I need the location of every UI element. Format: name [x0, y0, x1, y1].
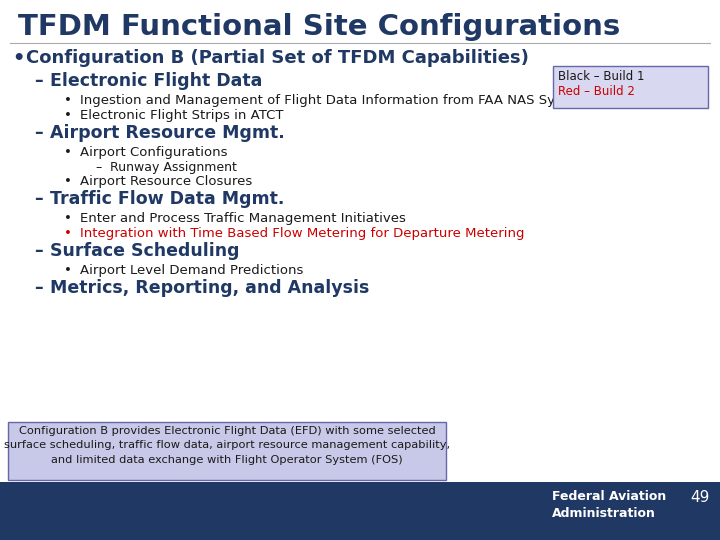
- Text: Surface Scheduling: Surface Scheduling: [50, 242, 240, 260]
- Text: Traffic Flow Data Mgmt.: Traffic Flow Data Mgmt.: [50, 190, 284, 208]
- Text: •: •: [64, 146, 72, 159]
- Text: –: –: [95, 161, 102, 174]
- Text: •: •: [64, 212, 72, 225]
- Text: –: –: [34, 279, 42, 297]
- Text: •: •: [64, 264, 72, 277]
- Text: Electronic Flight Data: Electronic Flight Data: [50, 72, 262, 90]
- Text: Airport Resource Mgmt.: Airport Resource Mgmt.: [50, 124, 284, 142]
- Text: Configuration B provides Electronic Flight Data (EFD) with some selected
surface: Configuration B provides Electronic Flig…: [4, 426, 450, 465]
- Text: 49: 49: [690, 490, 710, 505]
- FancyBboxPatch shape: [553, 66, 708, 108]
- Text: Red – Build 2: Red – Build 2: [558, 85, 635, 98]
- Text: –: –: [34, 190, 42, 208]
- Text: –: –: [34, 124, 42, 142]
- Text: Runway Assignment: Runway Assignment: [110, 161, 237, 174]
- Text: Enter and Process Traffic Management Initiatives: Enter and Process Traffic Management Ini…: [80, 212, 406, 225]
- Text: TFDM Functional Site Configurations: TFDM Functional Site Configurations: [18, 13, 620, 41]
- Text: Metrics, Reporting, and Analysis: Metrics, Reporting, and Analysis: [50, 279, 369, 297]
- Text: •: •: [64, 175, 72, 188]
- Text: Ingestion and Management of Flight Data Information from FAA NAS Systems: Ingestion and Management of Flight Data …: [80, 94, 595, 107]
- Text: •: •: [12, 49, 24, 68]
- Text: Airport Level Demand Predictions: Airport Level Demand Predictions: [80, 264, 303, 277]
- Bar: [0, 482, 720, 540]
- Text: Airport Configurations: Airport Configurations: [80, 146, 228, 159]
- FancyBboxPatch shape: [8, 422, 446, 480]
- Text: Black – Build 1: Black – Build 1: [558, 70, 644, 83]
- Text: –: –: [34, 72, 42, 90]
- Text: Federal Aviation
Administration: Federal Aviation Administration: [552, 490, 666, 520]
- Text: Electronic Flight Strips in ATCT: Electronic Flight Strips in ATCT: [80, 109, 284, 122]
- Text: Integration with Time Based Flow Metering for Departure Metering: Integration with Time Based Flow Meterin…: [80, 227, 524, 240]
- Text: Configuration B (Partial Set of TFDM Capabilities): Configuration B (Partial Set of TFDM Cap…: [26, 49, 529, 67]
- Text: •: •: [64, 227, 72, 240]
- Text: •: •: [64, 94, 72, 107]
- Text: Airport Resource Closures: Airport Resource Closures: [80, 175, 252, 188]
- Text: –: –: [34, 242, 42, 260]
- Text: •: •: [64, 109, 72, 122]
